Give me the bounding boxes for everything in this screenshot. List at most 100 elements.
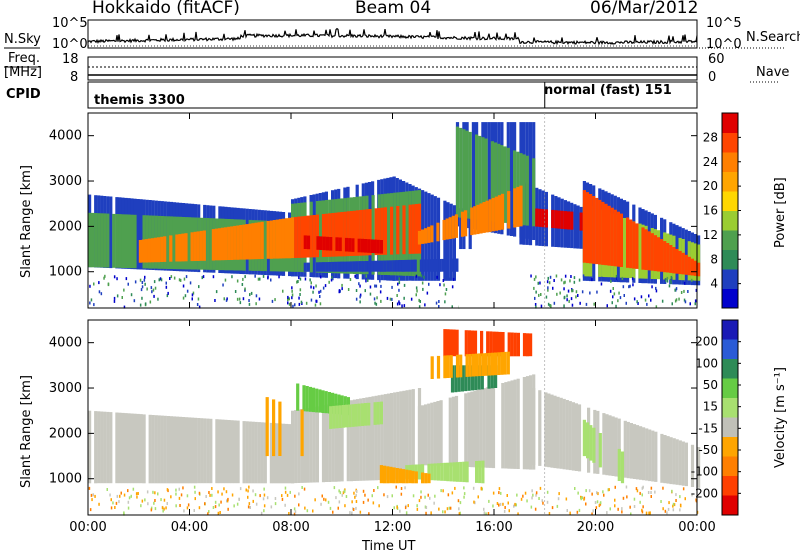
- velocity-noise: [592, 509, 594, 513]
- velocity-noise: [351, 511, 353, 515]
- velocity-colorbar-tick-label: -15: [698, 421, 718, 435]
- power-noise: [189, 281, 192, 285]
- power-noise: [619, 296, 622, 300]
- x-tick-label: 12:00: [374, 520, 411, 535]
- velocity-band-gs: [224, 419, 228, 484]
- velocity-noise: [556, 504, 559, 508]
- power-noise: [355, 275, 357, 279]
- power-noise: [191, 297, 193, 301]
- power-noise: [198, 305, 201, 309]
- power-band-strong: [315, 214, 319, 258]
- power-noise: [567, 289, 570, 293]
- velocity-noise: [270, 505, 273, 509]
- velocity-band-gs: [684, 442, 688, 487]
- power-noise: [678, 297, 680, 301]
- power-noise: [572, 289, 574, 293]
- velocity-noise: [472, 486, 475, 490]
- power-band-strong: [538, 208, 542, 227]
- power-noise: [568, 299, 570, 303]
- power-noise: [695, 288, 698, 292]
- velocity-band-gs: [617, 418, 621, 477]
- velocity-noise: [649, 511, 651, 515]
- velocity-band-pos: [450, 365, 455, 393]
- velocity-noise: [477, 495, 479, 499]
- power-band-strong: [338, 237, 342, 252]
- power-noise: [530, 274, 532, 278]
- power-band-strong: [494, 196, 498, 231]
- velocity-noise: [152, 490, 154, 494]
- velocity-band-gs: [629, 423, 633, 479]
- velocity-noise: [90, 493, 93, 497]
- velocity-band-gs: [118, 412, 122, 484]
- velocity-band-gs: [574, 403, 578, 471]
- velocity-band-gs: [263, 422, 267, 484]
- power-noise: [575, 290, 578, 294]
- velocity-band-gs: [136, 413, 140, 484]
- power-band-strong: [312, 215, 316, 258]
- power-noise: [328, 280, 330, 284]
- velocity-band-gs: [464, 393, 468, 467]
- power-noise: [535, 290, 537, 294]
- velocity-noise: [343, 489, 346, 493]
- power-noise: [445, 288, 448, 291]
- velocity-noise: [433, 501, 435, 505]
- velocity-noise: [209, 493, 211, 497]
- power-noise: [146, 287, 148, 291]
- velocity-band-gs: [88, 410, 92, 484]
- velocity-band-gs: [399, 391, 403, 480]
- velocity-band-gs: [614, 417, 618, 477]
- velocity-noise: [284, 490, 287, 494]
- beam-title: Beam 04: [355, 0, 432, 18]
- power-noise: [310, 285, 312, 289]
- velocity-band-gs: [485, 387, 489, 468]
- power-noise: [403, 304, 406, 308]
- power-band-strong: [589, 194, 593, 264]
- velocity-noise: [641, 493, 643, 497]
- power-noise: [535, 305, 537, 309]
- velocity-band-gs: [284, 423, 289, 484]
- power-band-strong: [470, 207, 474, 236]
- power-noise: [225, 298, 228, 302]
- velocity-noise: [339, 491, 342, 495]
- velocity-noise: [351, 500, 353, 504]
- velocity-band-gs: [430, 402, 434, 466]
- velocity-noise: [696, 510, 699, 514]
- velocity-band-pos: [367, 402, 371, 426]
- velocity-band-pos: [348, 404, 352, 428]
- velocity-band-gs: [436, 401, 440, 466]
- velocity-noise: [186, 506, 189, 510]
- power-band-strong: [266, 220, 270, 259]
- velocity-noise: [532, 493, 534, 497]
- velocity-noise: [356, 489, 358, 493]
- power-noise: [238, 297, 241, 301]
- velocity-noise: [614, 498, 616, 502]
- velocity-band-gs: [568, 401, 572, 471]
- velocity-band-pos: [334, 393, 338, 415]
- velocity-band-neg: [470, 330, 474, 357]
- power-band-lower: [331, 261, 335, 272]
- power-noise: [661, 299, 664, 303]
- power-band-strong: [196, 231, 200, 261]
- velocity-band-gs: [294, 410, 298, 484]
- power-band-strong: [154, 237, 158, 263]
- power-noise: [397, 282, 399, 286]
- power-band-strong: [294, 217, 298, 258]
- velocity-band-gs: [371, 396, 375, 481]
- velocity-band-pos: [357, 403, 361, 427]
- power-noise: [152, 288, 155, 292]
- velocity-band-pos: [308, 386, 312, 412]
- power-noise: [540, 293, 542, 296]
- velocity-band-gs: [340, 401, 344, 482]
- power-noise: [550, 304, 552, 308]
- velocity-noise: [130, 494, 132, 498]
- power-band-strong: [349, 211, 353, 256]
- velocity-band-gs: [488, 386, 493, 468]
- power-band-strong: [663, 241, 667, 273]
- power-band-strong: [616, 211, 620, 267]
- power-noise: [552, 286, 554, 290]
- velocity-noise: [492, 504, 494, 508]
- velocity-noise: [135, 492, 138, 496]
- power-noise: [242, 277, 244, 281]
- velocity-noise: [233, 504, 235, 508]
- power-band-lower: [392, 260, 396, 272]
